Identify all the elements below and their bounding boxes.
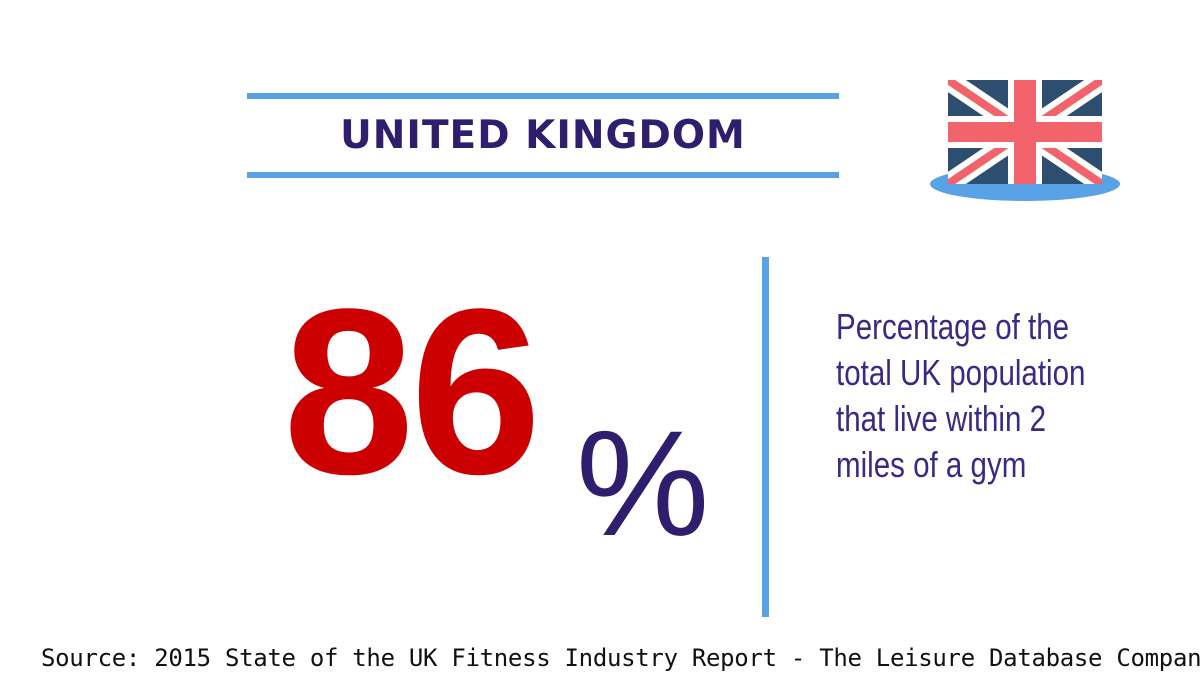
source-citation: Source: 2015 State of the UK Fitness Ind… (41, 644, 1200, 672)
stat-unit: % (576, 399, 710, 567)
union-jack-flag-icon (928, 78, 1122, 204)
vertical-divider (762, 257, 769, 617)
title-banner: UNITED KINGDOM (247, 93, 839, 179)
description-line: total UK population (836, 352, 1086, 393)
stat-value: 86 (283, 260, 542, 524)
title-rule-top (247, 93, 839, 99)
description-line: that live within 2 (836, 398, 1047, 439)
description-line: miles of a gym (836, 444, 1027, 485)
stat-description: Percentage of the total UK population th… (836, 304, 1107, 488)
title-rule-bottom (247, 172, 839, 178)
page-title: UNITED KINGDOM (340, 113, 746, 158)
description-line: Percentage of the (836, 306, 1070, 347)
